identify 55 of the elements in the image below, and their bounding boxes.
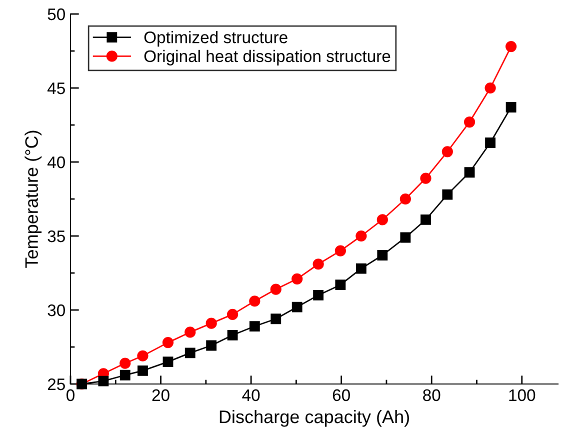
y-tick-label: 45 — [47, 82, 65, 94]
point — [484, 82, 496, 94]
point — [292, 273, 303, 284]
point — [485, 138, 496, 148]
point — [464, 116, 476, 128]
point — [226, 308, 238, 320]
y-tick-label: 40 — [47, 156, 65, 168]
point — [400, 193, 411, 205]
point — [356, 263, 366, 274]
point — [420, 214, 431, 225]
point — [356, 230, 367, 242]
x-tick-label: 0 — [66, 389, 74, 402]
x-tick-label: 100 — [509, 389, 536, 402]
y-axis-title: Temperature (°C) — [24, 130, 42, 268]
point — [376, 214, 388, 226]
legend-label: Original heat dissipation structure — [144, 50, 390, 66]
point — [227, 330, 238, 340]
point — [137, 350, 148, 362]
point — [420, 172, 432, 184]
y-tick-label: 50 — [48, 8, 65, 20]
point — [442, 146, 453, 158]
x-tick-label: 40 — [242, 389, 260, 402]
point — [184, 326, 196, 338]
point — [400, 232, 411, 243]
x-tick-label: 60 — [332, 389, 350, 402]
point — [270, 284, 282, 295]
point — [120, 370, 130, 380]
point — [184, 348, 196, 358]
x-tick-label: 20 — [152, 389, 170, 402]
point — [249, 296, 260, 307]
point — [98, 376, 109, 386]
point — [506, 102, 516, 112]
y-tick-label: 35 — [48, 230, 65, 242]
point — [206, 318, 217, 329]
point — [120, 358, 131, 369]
point — [138, 365, 148, 376]
legend-label: Optimized structure — [144, 31, 288, 47]
point — [313, 290, 324, 300]
point — [292, 302, 302, 312]
x-tick-label: 80 — [423, 389, 440, 402]
point — [334, 245, 346, 256]
point — [162, 337, 174, 348]
point — [162, 356, 174, 368]
point — [464, 167, 475, 178]
point — [506, 41, 517, 52]
point — [442, 189, 453, 200]
point — [249, 321, 260, 332]
point — [206, 340, 217, 351]
point — [312, 258, 324, 270]
y-tick-label: 30 — [48, 304, 65, 316]
point — [377, 250, 388, 260]
y-tick-label: 25 — [48, 378, 65, 390]
point — [270, 314, 282, 324]
x-axis-title: Discharge capacity (Ah) — [220, 410, 409, 427]
point — [335, 280, 346, 290]
